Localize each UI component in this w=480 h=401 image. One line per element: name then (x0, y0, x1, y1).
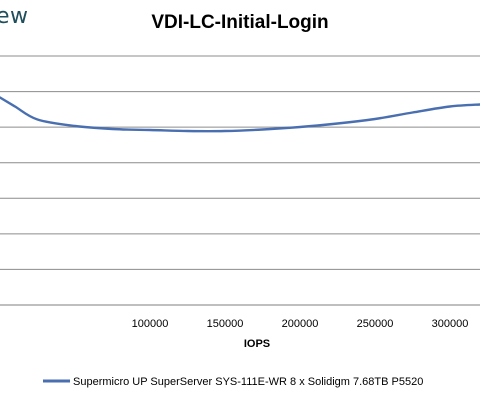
x-tick-label: 250000 (357, 318, 394, 330)
x-axis-label: IOPS (244, 338, 270, 350)
x-tick-label: 200000 (282, 318, 319, 330)
legend-label: Supermicro UP SuperServer SYS-111E-WR 8 … (73, 376, 423, 388)
series-line (0, 96, 480, 133)
chart-title: VDI-LC-Initial-Login (151, 12, 329, 33)
gridlines (0, 55, 480, 306)
x-tick-label: 300000 (432, 318, 469, 330)
x-tick-label: 150000 (207, 318, 244, 330)
x-tick-labels: 100000 150000 200000 250000 300000 (132, 318, 469, 330)
x-tick-label: 100000 (132, 318, 169, 330)
legend: Supermicro UP SuperServer SYS-111E-WR 8 … (43, 376, 423, 388)
logo-fragment: ew (0, 4, 29, 29)
